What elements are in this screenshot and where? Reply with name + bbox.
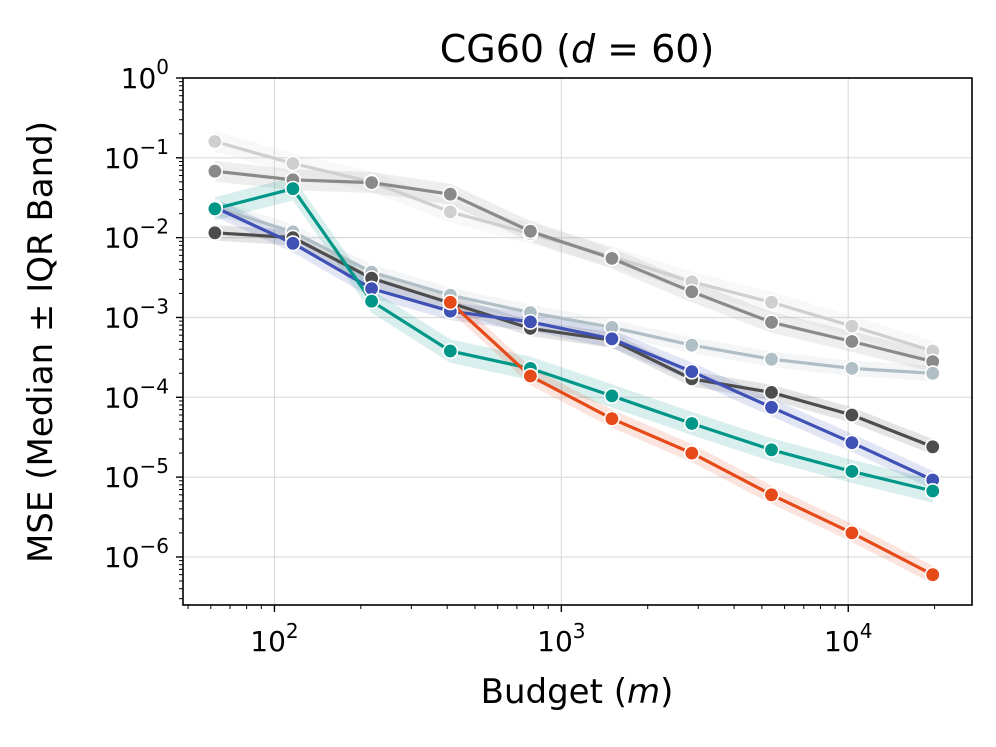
y-tick-exp-5: −5 [140, 454, 169, 478]
y-tick-label-6: 10−6 [104, 534, 169, 574]
series-blue-line [213, 205, 935, 482]
y-tick-label-0: 100 [121, 55, 169, 95]
y-tick-exp-4: −4 [140, 374, 169, 398]
series-blue-point-5 [603, 330, 620, 347]
series-gray-point-2 [363, 174, 380, 191]
series-teal-point-7 [763, 441, 780, 458]
series-blue-point-4 [522, 313, 539, 330]
series-teal-point-5 [603, 387, 620, 404]
chart-title-var: d [571, 27, 596, 71]
series-teal-point-0 [206, 200, 223, 217]
series-blue-gray-point-9 [924, 365, 941, 382]
series-light-gray-point-7 [763, 294, 780, 311]
series-light-gray-point-8 [843, 318, 860, 335]
x-axis-label-text: Budget ( [481, 672, 627, 712]
series-orange-band [450, 293, 933, 584]
series-gray-point-5 [603, 250, 620, 267]
series-orange-point-5 [843, 524, 860, 541]
series-blue-point-1 [284, 235, 301, 252]
x-axis-label-var: m [627, 672, 660, 712]
series-blue-gray-band [214, 199, 933, 381]
y-tick-label-1: 10−1 [104, 135, 169, 175]
y-tick-exp-2: −2 [140, 215, 169, 239]
series-dark-gray-point-8 [843, 406, 860, 423]
chart-title-text: CG60 ( [440, 27, 571, 71]
x-tick-label-1: 103 [537, 619, 585, 658]
x-axis-label: Budget (m) [481, 672, 674, 712]
series-dark-gray-point-9 [924, 438, 941, 455]
series-gray-point-6 [683, 283, 700, 300]
series-teal-point-6 [683, 415, 700, 432]
series-gray-point-7 [763, 314, 780, 331]
series-dark-gray-point-7 [763, 384, 780, 401]
series-blue-gray-point-7 [763, 351, 780, 368]
y-tick-base-0: 10 [121, 62, 157, 95]
series-teal-line [213, 187, 935, 493]
y-tick-base-1: 10 [104, 142, 140, 175]
series-orange-point-6 [924, 566, 941, 583]
series-gray-point-8 [843, 333, 860, 350]
y-tick-label-3: 10−3 [104, 294, 169, 334]
series-blue-point-8 [843, 434, 860, 451]
y-tick-label-2: 10−2 [104, 215, 169, 255]
y-tick-base-4: 10 [104, 381, 140, 414]
x-tick-label-0: 102 [250, 619, 298, 658]
series-blue-gray-line [213, 205, 935, 375]
series-gray-band [214, 160, 933, 372]
x-tick-exp-2: 4 [860, 619, 873, 643]
series-blue-gray-point-8 [843, 360, 860, 377]
series-gray-point-0 [206, 163, 223, 180]
x-axis-label-close: ) [660, 672, 673, 712]
series-teal-band [214, 177, 933, 503]
y-tick-exp-1: −1 [140, 135, 169, 159]
series-teal-point-8 [843, 463, 860, 480]
chart-title-eq: = 60) [595, 27, 714, 71]
x-tick-base-1: 10 [537, 625, 573, 658]
y-tick-label-5: 10−5 [104, 454, 169, 494]
series-orange-point-2 [603, 410, 620, 427]
series-blue-point-6 [683, 363, 700, 380]
y-tick-base-6: 10 [104, 541, 140, 574]
x-tick-exp-0: 2 [286, 619, 299, 643]
series-dark-gray-line [213, 231, 935, 449]
series-teal-point-9 [924, 482, 941, 499]
y-axis-label: MSE (Median ± IQR Band) [21, 121, 61, 563]
x-tick-exp-1: 3 [573, 619, 586, 643]
series-orange-point-1 [522, 367, 539, 384]
chart-title: CG60 (d = 60) [440, 27, 715, 71]
series-gray-point-3 [442, 186, 459, 203]
series-gray-line [213, 169, 935, 364]
series-orange-point-3 [683, 445, 700, 462]
series-dark-gray-band [214, 225, 933, 455]
y-tick-exp-0: 0 [156, 55, 169, 79]
series-dark-gray-point-0 [206, 224, 223, 241]
series-blue-point-7 [763, 399, 780, 416]
y-tick-base-3: 10 [104, 301, 140, 334]
x-tick-base-2: 10 [824, 625, 860, 658]
series-markers [206, 133, 941, 583]
y-tick-base-2: 10 [104, 222, 140, 255]
series-teal-point-1 [284, 180, 301, 197]
series-gray-point-4 [522, 223, 539, 240]
series-light-gray-point-3 [442, 203, 459, 220]
series-orange-point-4 [763, 486, 780, 503]
y-tick-exp-3: −3 [140, 294, 169, 318]
series-teal-point-3 [442, 342, 459, 359]
series-blue-gray-point-6 [683, 337, 700, 354]
x-tick-label-2: 104 [824, 619, 872, 658]
y-tick-exp-6: −6 [140, 534, 169, 558]
series-orange-point-0 [442, 294, 459, 311]
x-tick-base-0: 10 [250, 625, 286, 658]
y-tick-label-4: 10−4 [104, 374, 169, 414]
y-tick-base-5: 10 [104, 461, 140, 494]
series-light-gray-point-0 [206, 133, 223, 150]
series-light-gray-point-1 [284, 155, 301, 172]
series-teal-point-2 [363, 293, 380, 310]
